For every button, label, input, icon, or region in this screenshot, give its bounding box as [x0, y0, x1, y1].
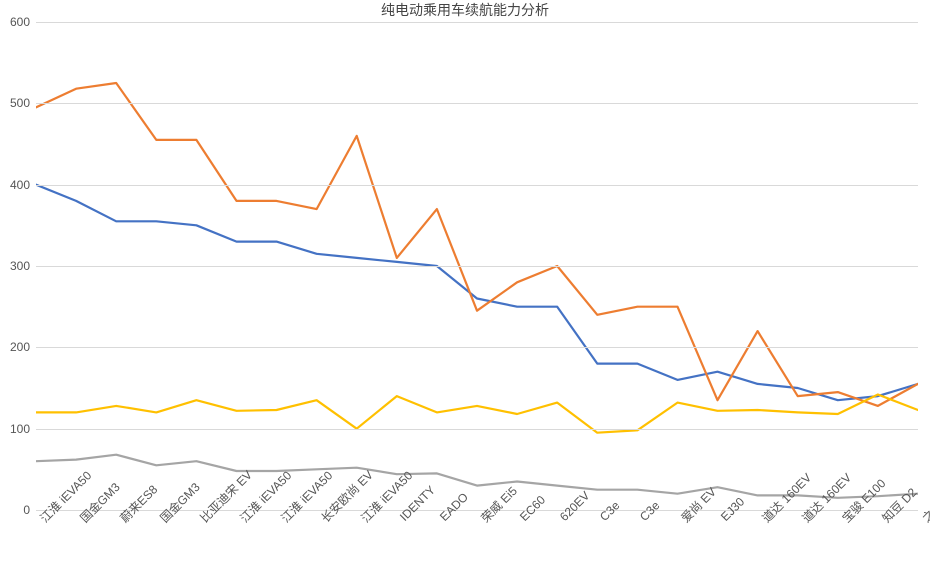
chart-title: 纯电动乘用车续航能力分析 [0, 0, 930, 20]
y-tick-label: 200 [10, 340, 30, 354]
grid-line [36, 429, 918, 430]
series-line [36, 83, 918, 406]
series-line [36, 185, 918, 401]
plot-area: 0100200300400500600江淮 iEVA50国金GM3蔚来ES8国金… [36, 22, 918, 510]
y-tick-label: 600 [10, 15, 30, 29]
chart-container: 纯电动乘用车续航能力分析 0100200300400500600江淮 iEVA5… [0, 0, 930, 587]
y-tick-label: 500 [10, 96, 30, 110]
y-tick-label: 0 [23, 503, 30, 517]
y-tick-label: 100 [10, 422, 30, 436]
grid-line [36, 22, 918, 23]
grid-line [36, 185, 918, 186]
grid-line [36, 103, 918, 104]
y-tick-label: 400 [10, 178, 30, 192]
series-line [36, 395, 918, 433]
x-tick-label: 之怡EV180 [918, 472, 930, 526]
y-tick-label: 300 [10, 259, 30, 273]
grid-line [36, 266, 918, 267]
grid-line [36, 347, 918, 348]
